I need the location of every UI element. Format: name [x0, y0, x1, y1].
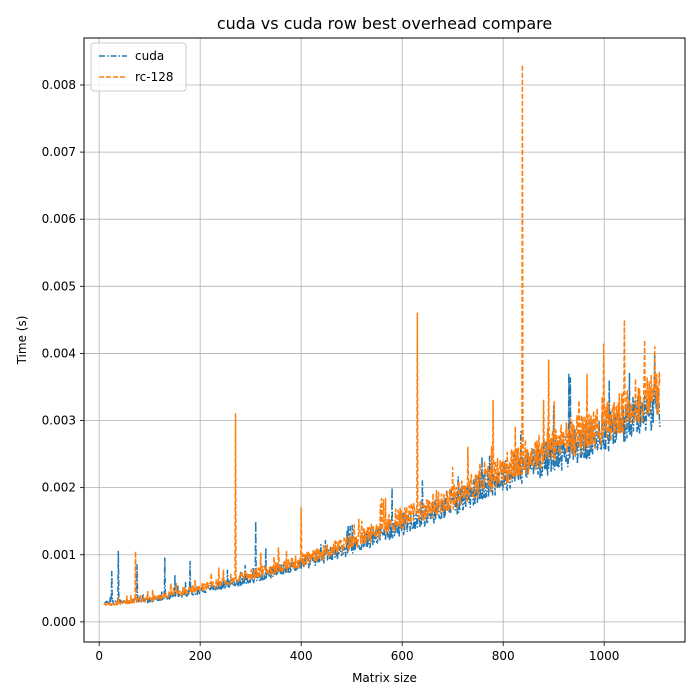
y-tick-label: 0.001	[42, 548, 76, 562]
y-tick-label: 0.006	[42, 212, 76, 226]
series-line-cuda	[103, 352, 661, 605]
x-tick-label: 200	[189, 649, 212, 663]
legend-label-rc-128: rc-128	[135, 70, 174, 84]
series-layer	[103, 64, 661, 607]
legend: cuda rc-128	[90, 42, 187, 92]
ticks: 0 200 400 600 800 1000 0.000 0.001 0.002 0.003 0.0…	[42, 78, 620, 663]
y-tick-label: 0.004	[42, 346, 76, 360]
x-tick-label: 400	[290, 649, 313, 663]
y-tick-label: 0.007	[42, 145, 76, 159]
legend-box	[90, 42, 187, 92]
x-tick-label: 1000	[589, 649, 620, 663]
y-tick-label: 0.003	[42, 414, 76, 428]
plot-frame	[83, 37, 686, 643]
y-tick-label: 0.005	[42, 279, 76, 293]
y-tick-label: 0.000	[42, 615, 76, 629]
series-line-rc-128	[103, 64, 661, 607]
y-tick-label: 0.008	[42, 78, 76, 92]
chart-title: cuda vs cuda row best overhead compare	[217, 14, 552, 33]
x-tick-label: 0	[95, 649, 103, 663]
x-tick-label: 600	[391, 649, 414, 663]
x-tick-label: 800	[492, 649, 515, 663]
y-tick-label: 0.002	[42, 481, 76, 495]
y-axis-label: Time (s)	[15, 316, 29, 366]
grid	[84, 38, 685, 642]
legend-label-cuda: cuda	[135, 49, 164, 63]
x-axis-label: Matrix size	[352, 671, 417, 685]
